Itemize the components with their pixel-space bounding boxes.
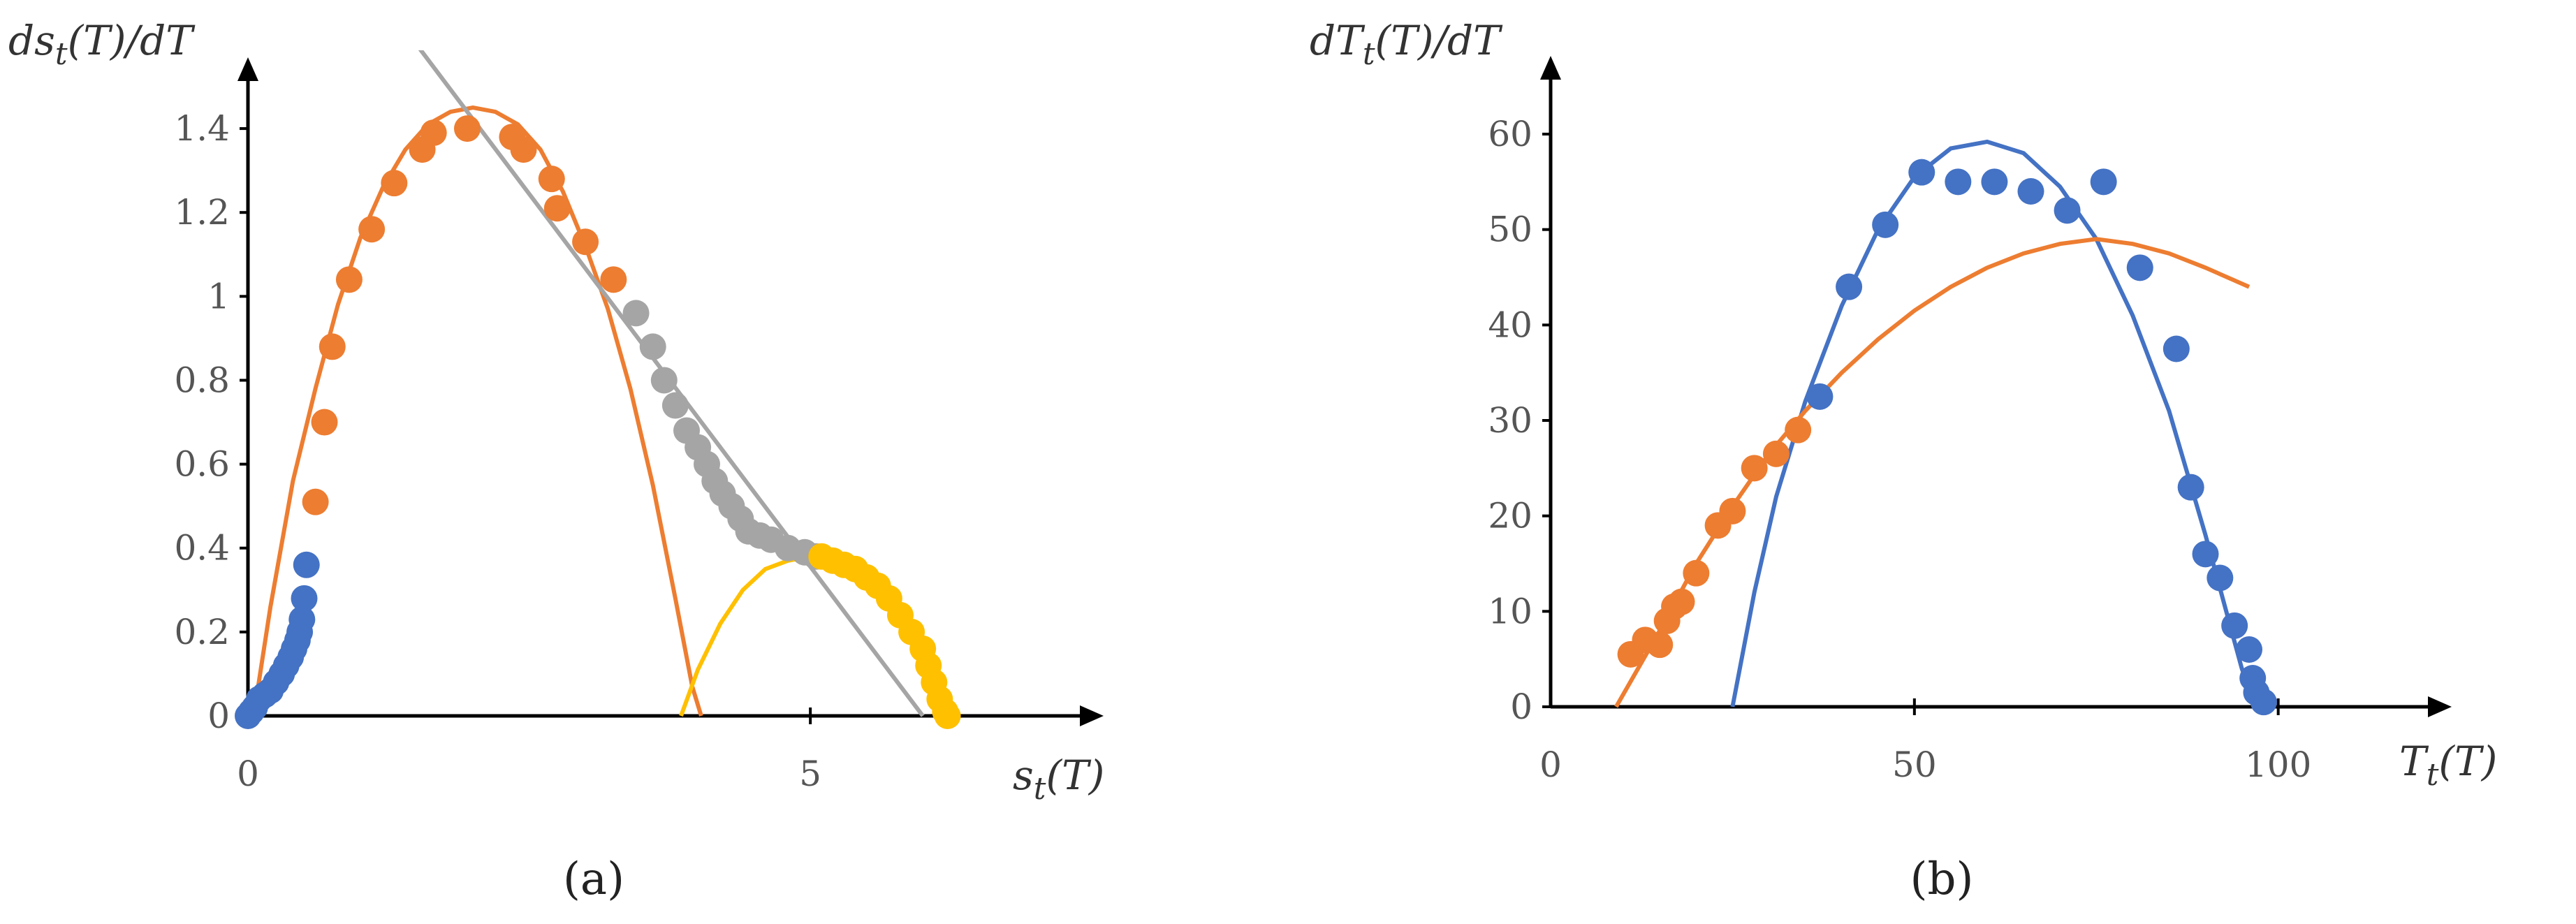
data-point-blue — [2236, 636, 2262, 663]
data-point-blue — [1806, 383, 1834, 410]
y-tick-label: 1.2 — [174, 192, 230, 233]
data-point-orange — [1719, 497, 1746, 525]
data-point-blue — [2221, 612, 2248, 639]
data-point-orange — [600, 266, 627, 293]
panel-a-chart: 0 0.2 0.4 0.6 0.8 1 1.2 1.4 0 5 dst(T)/dT st(T) (a) — [8, 17, 1104, 905]
data-point-orange — [538, 166, 565, 193]
data-point-orange — [572, 228, 599, 256]
data-point-orange — [1741, 455, 1768, 482]
data-point-blue — [293, 551, 320, 578]
y-tick-label: 1 — [207, 276, 230, 316]
x-axis-arrow — [1080, 705, 1104, 726]
data-point-blue — [1872, 211, 1899, 238]
data-point-orange — [1646, 631, 1674, 659]
data-point-orange — [1762, 440, 1790, 467]
y-tick-label: 10 — [1488, 591, 1532, 631]
x-tick-label: 0 — [237, 754, 259, 794]
data-point-orange — [302, 488, 329, 515]
data-point-blue — [2192, 541, 2219, 568]
data-point-orange — [510, 136, 537, 163]
x-axis-label: Tt(T) — [2399, 738, 2497, 793]
y-tick-label: 0.4 — [174, 528, 230, 569]
data-point-blue — [2126, 254, 2153, 281]
y-tick-label: 60 — [1488, 114, 1532, 154]
data-point-blue — [2054, 197, 2081, 224]
y-tick-label: 0.2 — [174, 612, 230, 652]
data-point-orange — [1785, 416, 1812, 443]
panel-b-chart: 0 10 20 30 40 50 60 0 50 100 dTt(T)/dT Tt(T) (b) — [1310, 17, 2497, 905]
x-tick-label: 50 — [1892, 745, 1937, 785]
data-point-blue — [2207, 564, 2234, 592]
y-tick-label: 0 — [207, 696, 230, 736]
fit-curve-blue — [1730, 139, 2259, 708]
y-tick-label: 30 — [1488, 400, 1532, 441]
data-point-orange — [543, 195, 571, 222]
data-point-blue — [2162, 335, 2190, 362]
panel-label: (b) — [1910, 853, 1974, 905]
data-point-gray — [622, 300, 650, 327]
data-point-orange — [454, 115, 481, 142]
y-tick-label: 0 — [1510, 687, 1532, 727]
data-point-blue — [1981, 168, 2008, 196]
data-point-orange — [358, 216, 386, 243]
data-point-blue — [2250, 689, 2277, 716]
y-axis-label: dTt(T)/dT — [1310, 17, 1503, 72]
y-tick-label: 0.8 — [174, 360, 230, 400]
data-point-gray — [650, 367, 678, 394]
data-point-blue — [2177, 474, 2204, 501]
x-tick-label: 0 — [1539, 745, 1562, 785]
data-point-orange — [311, 409, 338, 436]
data-point-blue — [288, 606, 316, 633]
y-axis-label: dst(T)/dT — [8, 17, 196, 72]
y-tick-label: 50 — [1488, 210, 1532, 250]
data-point-blue — [2090, 168, 2117, 196]
data-point-blue — [291, 585, 318, 612]
data-point-gray — [661, 392, 689, 419]
data-point-gray — [639, 333, 666, 360]
data-point-blue — [1945, 168, 1972, 196]
data-point-orange — [381, 170, 408, 197]
data-point-orange — [420, 119, 447, 147]
data-point-orange — [1683, 559, 1710, 587]
data-point-blue — [2017, 178, 2044, 205]
data-point-orange — [335, 266, 363, 293]
x-axis-arrow — [2428, 696, 2452, 717]
x-tick-label: 100 — [2245, 745, 2311, 785]
data-point-orange — [1668, 588, 1695, 615]
data-point-blue — [1836, 273, 1863, 300]
data-point-orange — [319, 333, 346, 360]
y-tick-label: 20 — [1488, 496, 1532, 536]
x-tick-label: 5 — [799, 754, 821, 794]
fit-curve-orange — [1614, 237, 2251, 708]
panel-label: (a) — [563, 853, 624, 905]
y-axis-arrow — [1540, 56, 1561, 80]
x-axis-label: st(T) — [1013, 751, 1104, 807]
y-axis-arrow — [237, 57, 258, 81]
data-point-blue — [1908, 159, 1935, 186]
data-point-yellow — [934, 703, 961, 729]
y-tick-label: 0.6 — [174, 444, 230, 485]
y-tick-label: 1.4 — [174, 108, 230, 149]
y-tick-label: 40 — [1488, 305, 1532, 345]
